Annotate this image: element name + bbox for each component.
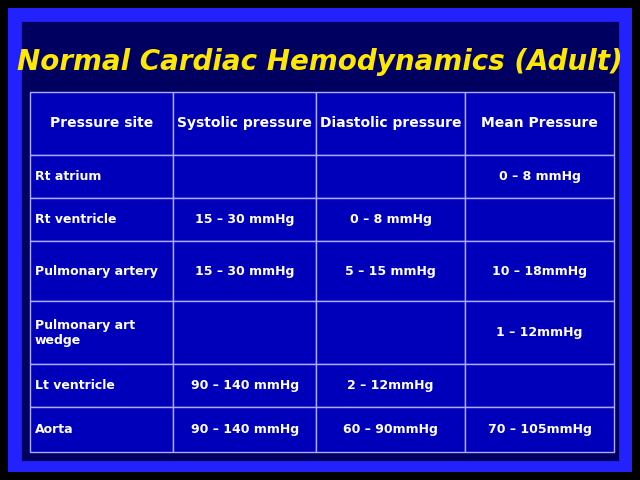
Bar bbox=[173, 92, 316, 155]
Text: Pulmonary artery: Pulmonary artery bbox=[35, 264, 158, 277]
Text: Pulmonary art
wedge: Pulmonary art wedge bbox=[35, 319, 135, 347]
Bar bbox=[465, 301, 614, 364]
Text: 0 – 8 mmHg: 0 – 8 mmHg bbox=[499, 169, 580, 182]
Bar bbox=[465, 364, 614, 407]
Text: Rt ventricle: Rt ventricle bbox=[35, 213, 116, 226]
Text: Normal Cardiac Hemodynamics (Adult): Normal Cardiac Hemodynamics (Adult) bbox=[17, 48, 623, 76]
Bar bbox=[173, 364, 316, 407]
Text: Diastolic pressure: Diastolic pressure bbox=[320, 116, 461, 130]
Text: Systolic pressure: Systolic pressure bbox=[177, 116, 312, 130]
Bar bbox=[30, 407, 173, 452]
Bar bbox=[465, 198, 614, 240]
Bar bbox=[30, 92, 173, 155]
Text: 5 – 15 mmHg: 5 – 15 mmHg bbox=[345, 264, 436, 277]
Bar bbox=[173, 198, 316, 240]
Text: Rt atrium: Rt atrium bbox=[35, 169, 101, 182]
Bar bbox=[316, 92, 465, 155]
Text: 15 – 30 mmHg: 15 – 30 mmHg bbox=[195, 213, 294, 226]
Bar bbox=[465, 92, 614, 155]
Bar bbox=[173, 155, 316, 198]
Bar bbox=[465, 240, 614, 301]
Text: 60 – 90mmHg: 60 – 90mmHg bbox=[343, 423, 438, 436]
Bar bbox=[173, 301, 316, 364]
Text: Aorta: Aorta bbox=[35, 423, 74, 436]
Bar bbox=[465, 407, 614, 452]
Bar bbox=[316, 364, 465, 407]
Bar bbox=[465, 155, 614, 198]
Text: 0 – 8 mmHg: 0 – 8 mmHg bbox=[349, 213, 431, 226]
Bar bbox=[316, 198, 465, 240]
Bar bbox=[30, 198, 173, 240]
Text: 1 – 12mmHg: 1 – 12mmHg bbox=[497, 326, 583, 339]
Bar bbox=[30, 301, 173, 364]
Bar bbox=[173, 240, 316, 301]
Text: 15 – 30 mmHg: 15 – 30 mmHg bbox=[195, 264, 294, 277]
Bar bbox=[30, 240, 173, 301]
Text: Pressure site: Pressure site bbox=[50, 116, 153, 130]
Bar bbox=[316, 240, 465, 301]
Text: 90 – 140 mmHg: 90 – 140 mmHg bbox=[191, 379, 299, 392]
Bar bbox=[30, 155, 173, 198]
Text: 90 – 140 mmHg: 90 – 140 mmHg bbox=[191, 423, 299, 436]
Bar bbox=[173, 407, 316, 452]
Text: 2 – 12mmHg: 2 – 12mmHg bbox=[348, 379, 434, 392]
Text: 10 – 18mmHg: 10 – 18mmHg bbox=[492, 264, 587, 277]
Text: 70 – 105mmHg: 70 – 105mmHg bbox=[488, 423, 591, 436]
Text: Mean Pressure: Mean Pressure bbox=[481, 116, 598, 130]
Bar bbox=[316, 407, 465, 452]
Bar bbox=[316, 155, 465, 198]
Bar bbox=[30, 364, 173, 407]
Bar bbox=[316, 301, 465, 364]
Text: Lt ventricle: Lt ventricle bbox=[35, 379, 115, 392]
